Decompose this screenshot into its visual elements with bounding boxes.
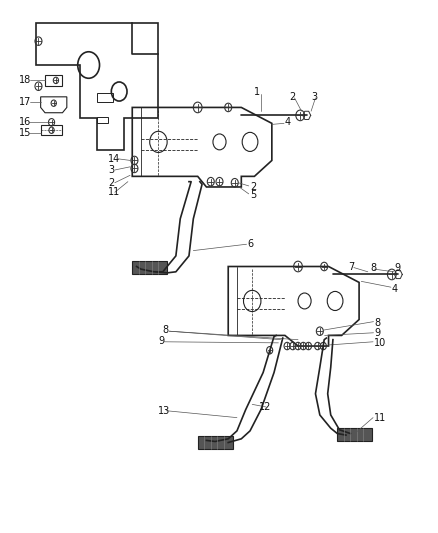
Text: 8: 8 (162, 325, 169, 335)
Text: 1: 1 (254, 86, 260, 96)
Text: 4: 4 (391, 284, 397, 294)
Text: 16: 16 (19, 117, 31, 127)
Text: 3: 3 (311, 92, 317, 102)
Bar (41, 125, 62, 135)
Text: 5: 5 (250, 190, 256, 200)
Text: 17: 17 (19, 97, 31, 107)
Text: 9: 9 (393, 263, 399, 272)
Text: 6: 6 (247, 239, 254, 249)
Text: 12: 12 (258, 402, 271, 412)
Text: 14: 14 (108, 154, 120, 164)
Text: 11: 11 (374, 413, 386, 423)
Bar (97, 93, 113, 102)
Text: 13: 13 (158, 406, 170, 416)
Text: 7: 7 (347, 262, 353, 271)
Text: 18: 18 (19, 75, 31, 85)
Text: 2: 2 (108, 177, 114, 188)
Bar (197, 436, 232, 449)
Bar (132, 261, 167, 274)
Text: 2: 2 (289, 92, 295, 102)
Text: 4: 4 (284, 117, 290, 127)
Bar (97, 117, 108, 123)
Text: 11: 11 (108, 187, 120, 197)
Text: 3: 3 (108, 165, 114, 175)
Bar (45, 75, 62, 86)
Text: 2: 2 (250, 182, 256, 192)
Text: 8: 8 (374, 318, 380, 328)
Text: 9: 9 (374, 328, 380, 338)
Bar (336, 428, 371, 441)
Text: 10: 10 (374, 338, 386, 348)
Text: 9: 9 (158, 336, 164, 346)
Text: 15: 15 (19, 128, 31, 138)
Text: 8: 8 (369, 263, 375, 272)
